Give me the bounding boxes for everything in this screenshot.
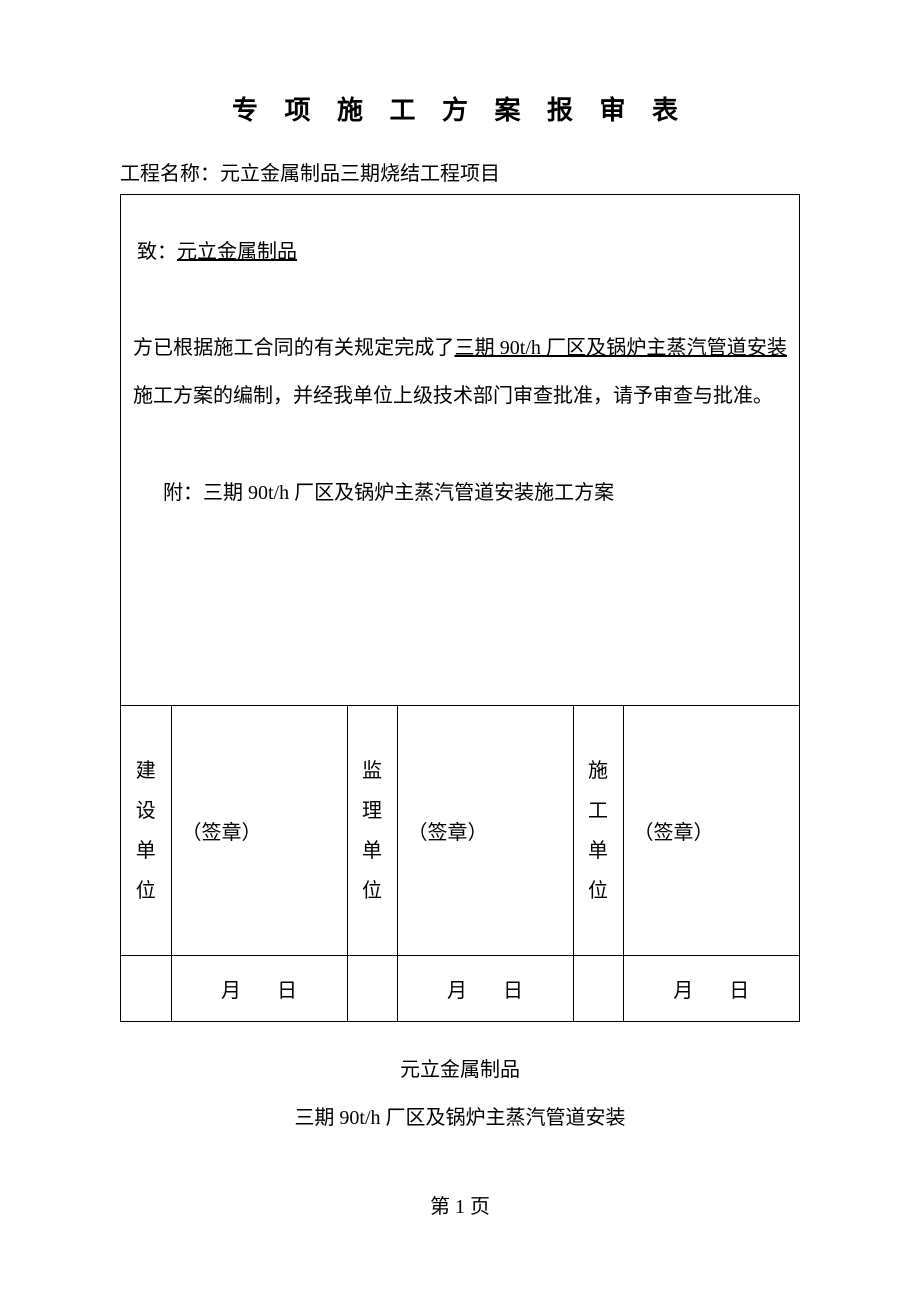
build-unit-label: 建设单位	[121, 706, 171, 956]
build-date-label-cell	[121, 956, 171, 1022]
page-number: 第 1 页	[120, 1190, 800, 1219]
project-label: 工程名称：	[120, 163, 220, 185]
recipient-line: 致：元立金属制品	[133, 235, 787, 264]
date-month: 月	[673, 974, 693, 1003]
body-prefix: 方已根据施工合同的有关规定完成了	[133, 337, 454, 359]
footer-line1: 元立金属制品	[120, 1046, 800, 1094]
construct-date-label-cell	[573, 956, 623, 1022]
attachment-line: 附：三期 90t/h 厂区及锅炉主蒸汽管道安装施工方案	[133, 476, 787, 505]
build-unit-stamp-cell: （签章）	[171, 706, 347, 956]
project-name-value: 元立金属制品三期烧结工程项目	[220, 163, 500, 185]
construct-unit-label: 施工单位	[573, 706, 623, 956]
supervise-date-cell: 月日	[397, 956, 573, 1022]
supervise-unit-stamp-cell: （签章）	[397, 706, 573, 956]
date-day: 日	[729, 974, 749, 1003]
date-row: 月日 月日 月日	[121, 956, 799, 1022]
body-underline: 三期 90t/h 厂区及锅炉主蒸汽管道安装	[454, 337, 787, 359]
body-suffix: 施工方案的编制，并经我单位上级技术部门审查批准，请予审查与批准。	[133, 385, 773, 407]
project-name-line: 工程名称：元立金属制品三期烧结工程项目	[120, 157, 800, 186]
date-month: 月	[221, 974, 241, 1003]
construct-unit-stamp-cell: （签章）	[623, 706, 799, 956]
footer-block: 元立金属制品 三期 90t/h 厂区及锅炉主蒸汽管道安装	[120, 1046, 800, 1142]
form-container: 致：元立金属制品 方已根据施工合同的有关规定完成了三期 90t/h 厂区及锅炉主…	[120, 194, 800, 1022]
form-upper-section: 致：元立金属制品 方已根据施工合同的有关规定完成了三期 90t/h 厂区及锅炉主…	[121, 195, 799, 705]
build-stamp-text: （签章）	[182, 822, 262, 844]
document-title: 专 项 施 工 方 案 报 审 表	[120, 90, 800, 127]
supervise-stamp-text: （签章）	[408, 822, 488, 844]
footer-line2: 三期 90t/h 厂区及锅炉主蒸汽管道安装	[120, 1094, 800, 1142]
attachment-text: 三期 90t/h 厂区及锅炉主蒸汽管道安装施工方案	[203, 482, 614, 504]
signature-row: 建设单位 （签章） 监理单位 （签章） 施工单位 （签章）	[121, 706, 799, 956]
date-day: 日	[503, 974, 523, 1003]
supervise-unit-label: 监理单位	[347, 706, 397, 956]
supervise-date-label-cell	[347, 956, 397, 1022]
build-date-cell: 月日	[171, 956, 347, 1022]
signature-table: 建设单位 （签章） 监理单位 （签章） 施工单位 （签章） 月日	[121, 705, 799, 1022]
attachment-label: 附：	[163, 482, 203, 504]
body-paragraph: 方已根据施工合同的有关规定完成了三期 90t/h 厂区及锅炉主蒸汽管道安装施工方…	[133, 324, 787, 420]
date-day: 日	[277, 974, 297, 1003]
construct-date-cell: 月日	[623, 956, 799, 1022]
construct-stamp-text: （签章）	[634, 822, 714, 844]
date-month: 月	[447, 974, 467, 1003]
to-recipient: 元立金属制品	[177, 241, 297, 263]
to-label: 致：	[137, 241, 177, 263]
